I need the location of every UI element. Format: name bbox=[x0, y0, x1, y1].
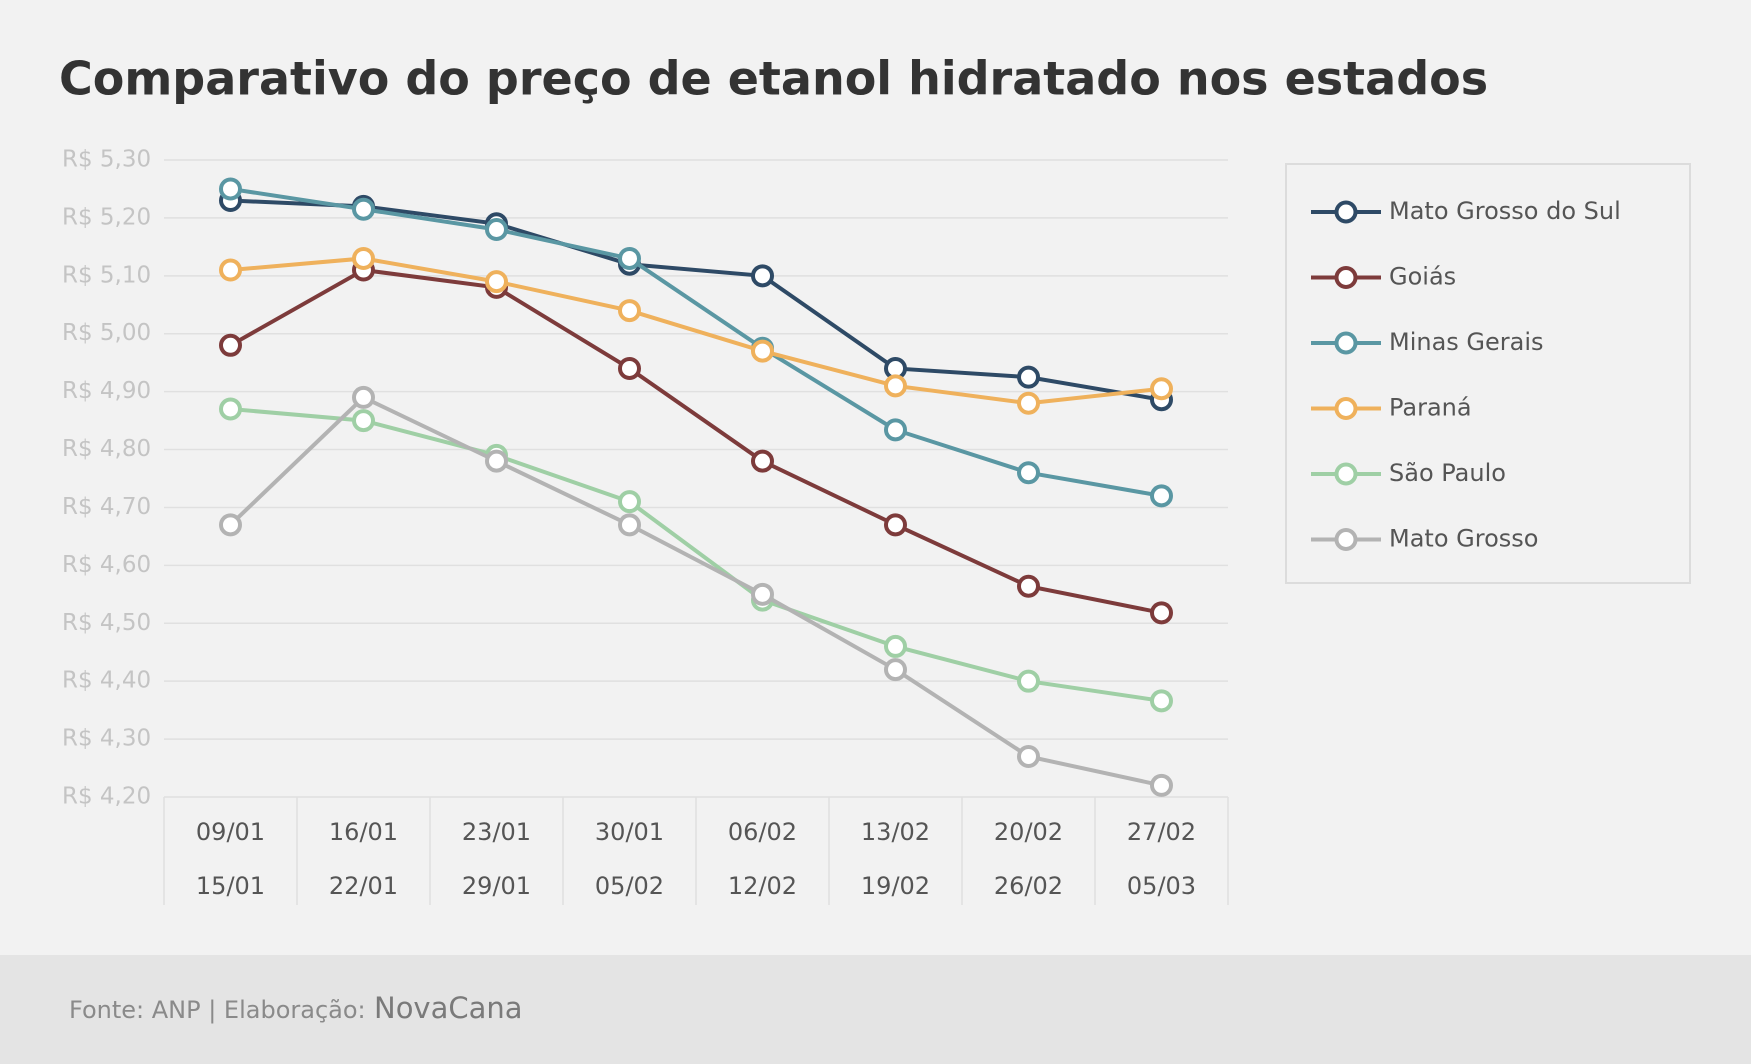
point bbox=[884, 513, 907, 537]
x-tick-label: 27/02 bbox=[1127, 818, 1196, 846]
x-tick-label: 09/01 bbox=[196, 818, 265, 846]
point bbox=[884, 634, 907, 658]
point bbox=[1150, 773, 1173, 797]
point bbox=[219, 177, 242, 201]
chart-title: Comparativo do preço de etanol hidratado… bbox=[59, 52, 1488, 106]
point bbox=[1150, 377, 1173, 401]
x-tick-label: 22/01 bbox=[329, 872, 398, 900]
legend-marker bbox=[1334, 200, 1358, 224]
x-tick-label: 29/01 bbox=[462, 872, 531, 900]
x-tick-label: 12/02 bbox=[728, 872, 797, 900]
point bbox=[751, 449, 774, 473]
y-tick-label: R$ 4,90 bbox=[62, 378, 151, 404]
point bbox=[751, 339, 774, 363]
y-tick-label: R$ 5,00 bbox=[62, 320, 151, 346]
series-line bbox=[229, 267, 1162, 615]
point bbox=[1017, 391, 1040, 415]
point bbox=[485, 449, 508, 473]
series-line bbox=[230, 186, 1162, 498]
legend-box bbox=[1285, 163, 1691, 584]
point bbox=[1017, 461, 1040, 485]
point bbox=[884, 418, 907, 442]
point bbox=[618, 490, 641, 514]
legend-label: Paraná bbox=[1389, 394, 1472, 422]
point bbox=[884, 658, 907, 682]
legend-label: Goiás bbox=[1389, 263, 1456, 291]
legend-label: Mato Grosso bbox=[1389, 525, 1538, 553]
point bbox=[618, 356, 641, 380]
x-tick-label: 06/02 bbox=[728, 818, 797, 846]
legend-label: São Paulo bbox=[1389, 459, 1506, 487]
x-tick-label: 13/02 bbox=[861, 818, 930, 846]
y-tick-label: R$ 5,10 bbox=[62, 262, 151, 288]
x-tick-label: 16/01 bbox=[329, 818, 398, 846]
point bbox=[1150, 689, 1173, 713]
y-tick-label: R$ 4,60 bbox=[62, 552, 151, 578]
y-tick-label: R$ 5,30 bbox=[62, 147, 151, 173]
y-tick-label: R$ 4,70 bbox=[62, 494, 151, 520]
source: Fonte: ANP | Elaboração: bbox=[69, 996, 366, 1024]
y-tick-label: R$ 4,20 bbox=[62, 784, 151, 810]
y-tick-label: R$ 4,50 bbox=[62, 610, 151, 636]
brand: NovaCana bbox=[374, 991, 523, 1025]
legend-marker bbox=[1334, 528, 1358, 551]
point bbox=[751, 582, 774, 606]
x-tick-label: 26/02 bbox=[994, 872, 1063, 900]
y-tick-label: R$ 4,80 bbox=[62, 436, 151, 462]
point bbox=[1150, 601, 1173, 625]
legend-label: Mato Grosso do Sul bbox=[1389, 197, 1621, 225]
point bbox=[219, 397, 242, 421]
x-tick-label: 30/01 bbox=[595, 818, 664, 846]
point bbox=[219, 333, 242, 357]
point bbox=[1017, 365, 1040, 389]
series-line bbox=[230, 407, 1162, 703]
point bbox=[618, 299, 641, 323]
x-tick-label: 15/01 bbox=[196, 872, 265, 900]
y-tick-label: R$ 4,30 bbox=[62, 726, 151, 752]
point bbox=[219, 258, 242, 282]
point bbox=[485, 217, 508, 241]
x-tick-label: 19/02 bbox=[861, 872, 930, 900]
x-tick-label: 23/01 bbox=[462, 818, 531, 846]
point bbox=[352, 197, 375, 221]
legend-marker bbox=[1334, 266, 1358, 289]
x-tick-label: 05/02 bbox=[595, 872, 664, 900]
point bbox=[618, 246, 641, 270]
series-line bbox=[229, 395, 1162, 788]
legend-label: Minas Gerais bbox=[1389, 328, 1544, 356]
y-tick-label: R$ 4,40 bbox=[62, 668, 151, 694]
point bbox=[1017, 744, 1040, 768]
point bbox=[352, 246, 375, 270]
point bbox=[352, 409, 375, 433]
series-line bbox=[230, 256, 1162, 406]
point bbox=[1017, 669, 1040, 693]
y-tick-label: R$ 5,20 bbox=[62, 204, 151, 230]
footer-band bbox=[0, 955, 1751, 1064]
legend-marker bbox=[1334, 462, 1358, 486]
series-line bbox=[230, 198, 1162, 402]
point bbox=[485, 270, 508, 294]
point bbox=[751, 264, 774, 288]
point bbox=[618, 513, 641, 537]
x-tick-label: 20/02 bbox=[994, 818, 1063, 846]
point bbox=[884, 374, 907, 398]
legend-marker bbox=[1334, 331, 1358, 355]
legend-marker bbox=[1334, 397, 1358, 420]
point bbox=[1150, 484, 1173, 508]
point bbox=[219, 513, 242, 537]
x-tick-label: 05/03 bbox=[1127, 872, 1196, 900]
point bbox=[1017, 574, 1040, 598]
point bbox=[352, 385, 375, 409]
